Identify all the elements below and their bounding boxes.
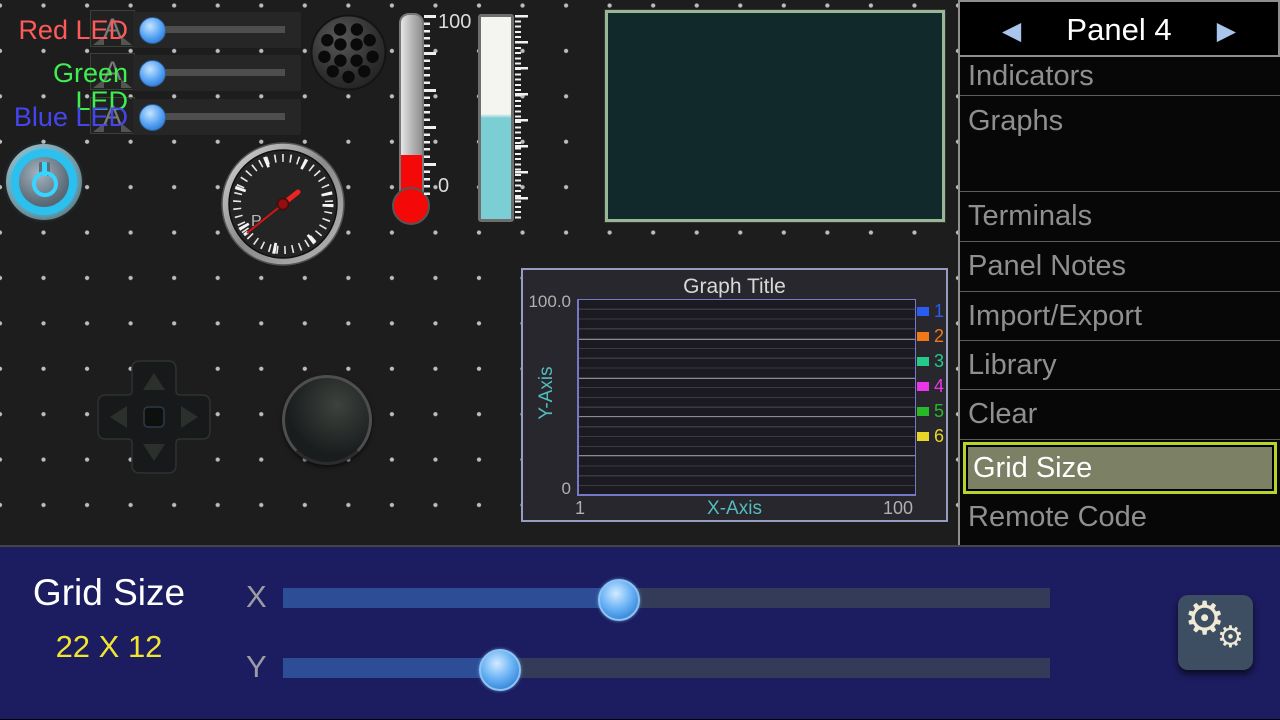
text-widget-box[interactable]: A xyxy=(90,10,135,47)
legend-swatch xyxy=(917,407,929,416)
menu-item-clear[interactable]: Clear xyxy=(960,390,1280,440)
menu-item-indicators[interactable]: Indicators xyxy=(960,57,1280,96)
legend-label: 5 xyxy=(934,401,945,421)
gauge-widget[interactable]: P xyxy=(221,142,345,266)
gauge-major-ticks xyxy=(232,153,334,255)
thermometer-min-label: 0 xyxy=(438,175,450,197)
panel-selector-header: ◀ Panel 4 ▶ xyxy=(960,0,1280,57)
dpad-left-arrow-icon xyxy=(110,406,127,428)
gauge-hub xyxy=(276,197,290,211)
red-led-label: Red LED xyxy=(18,15,128,45)
legend-swatch xyxy=(917,357,929,366)
menu-item-graphs[interactable]: Graphs xyxy=(968,104,1064,137)
menu-item-library[interactable]: Library xyxy=(960,341,1280,390)
gridline-major xyxy=(579,377,915,379)
gridline-major xyxy=(579,338,915,340)
legend-swatch xyxy=(917,432,929,441)
y-min-tick-label: 0 xyxy=(561,479,571,498)
y-slider-knob[interactable] xyxy=(478,649,521,691)
menu-item-grid-size-selected[interactable]: Grid Size xyxy=(963,442,1277,494)
blue-led-slider[interactable] xyxy=(133,99,301,135)
thermometer-widget[interactable] xyxy=(399,13,424,204)
gridline-major xyxy=(579,455,915,457)
gear-icon: ⚙ xyxy=(1217,621,1244,654)
slider-knob[interactable] xyxy=(139,104,166,131)
red-led-slider[interactable] xyxy=(133,12,301,48)
legend-label: 1 xyxy=(934,301,945,321)
blue-led-label: Blue LED xyxy=(13,102,128,132)
power-button[interactable] xyxy=(6,144,82,220)
y-axis-label: Y-Axis xyxy=(536,366,557,420)
legend-swatch xyxy=(917,332,929,341)
thermometer-bulb xyxy=(392,187,430,225)
thermometer-major-ticks xyxy=(424,15,436,198)
graph-plot-area xyxy=(577,299,916,496)
terminal-screen-widget[interactable] xyxy=(604,9,946,223)
graph-title: Graph Title xyxy=(683,275,786,298)
slider-track xyxy=(157,69,285,76)
x-slider-knob[interactable] xyxy=(598,579,641,621)
x-slider-fill xyxy=(283,588,618,608)
menu-item-panel-notes[interactable]: Panel Notes xyxy=(960,242,1280,292)
slider-knob[interactable] xyxy=(139,17,166,44)
round-push-button[interactable] xyxy=(282,375,372,465)
dpad-right-arrow-icon xyxy=(181,406,198,428)
power-icon xyxy=(32,171,58,197)
slider-track xyxy=(157,26,285,33)
x-axis-label: X-Axis xyxy=(707,498,762,519)
y-max-tick-label: 100.0 xyxy=(528,292,571,311)
edit-menu-sidebar: ◀ Panel 4 ▶ Indicators Graphs Terminals … xyxy=(958,0,1280,545)
legend-label: 3 xyxy=(934,351,945,371)
previous-panel-arrow-icon[interactable]: ◀ xyxy=(1002,17,1022,45)
design-grid-panel[interactable]: A A A Red LED Green LED Blue LED xyxy=(0,0,958,545)
dpad-center-button xyxy=(143,406,165,428)
y-grid-slider[interactable] xyxy=(283,649,1050,691)
thermometer-max-label: 100 xyxy=(438,11,472,33)
x-max-tick-label: 100 xyxy=(883,498,914,518)
legend-label: 6 xyxy=(934,426,945,446)
legend-label: 4 xyxy=(934,376,945,396)
next-panel-arrow-icon[interactable]: ▶ xyxy=(1216,17,1236,45)
graph-widget[interactable]: Graph Title 100.0 0 Y-Axis 1 100 X-Axis … xyxy=(521,268,948,522)
settings-button[interactable]: ⚙ ⚙ xyxy=(1178,592,1253,670)
menu-item-blank[interactable] xyxy=(960,146,1280,192)
power-icon xyxy=(39,162,50,176)
text-widget-box[interactable]: A xyxy=(90,97,135,134)
green-led-slider[interactable] xyxy=(133,55,301,91)
menu-item-grid-size-label: Grid Size xyxy=(968,447,1272,489)
menu-item-terminals[interactable]: Terminals xyxy=(960,192,1280,242)
slider-track xyxy=(157,113,285,120)
y-slider-label: Y xyxy=(246,649,267,684)
panel-title: Panel 4 xyxy=(1066,12,1172,47)
menu-item-import-export[interactable]: Import/Export xyxy=(960,292,1280,341)
dpad-up-arrow-icon xyxy=(143,373,165,390)
legend-swatch xyxy=(917,382,929,391)
dpad-down-arrow-icon xyxy=(143,444,165,461)
x-grid-slider[interactable] xyxy=(283,579,1050,621)
gear-icon: ⚙ xyxy=(1184,592,1226,644)
menu-item-remote-code[interactable]: Remote Code xyxy=(968,501,1147,533)
legend-swatch xyxy=(917,307,929,316)
level-tank-widget[interactable] xyxy=(478,14,514,222)
tank-major-ticks xyxy=(515,15,528,219)
gridline-major xyxy=(579,416,915,418)
toolbar-title: Grid Size xyxy=(32,572,186,613)
speaker-grille-icon[interactable] xyxy=(310,14,387,91)
slider-knob[interactable] xyxy=(139,60,166,87)
gauge-face-label: P xyxy=(251,213,262,230)
dpad-widget[interactable] xyxy=(94,357,214,477)
grid-size-toolbar: Grid Size 22 X 12 X Y ⚙ ⚙ xyxy=(0,545,1280,719)
y-slider-fill xyxy=(283,658,498,678)
x-min-tick-label: 1 xyxy=(575,498,586,518)
x-slider-label: X xyxy=(246,579,267,614)
grid-size-value: 22 X 12 xyxy=(55,629,163,664)
legend-label: 2 xyxy=(934,326,945,346)
green-led-label: Green LED xyxy=(52,58,128,116)
